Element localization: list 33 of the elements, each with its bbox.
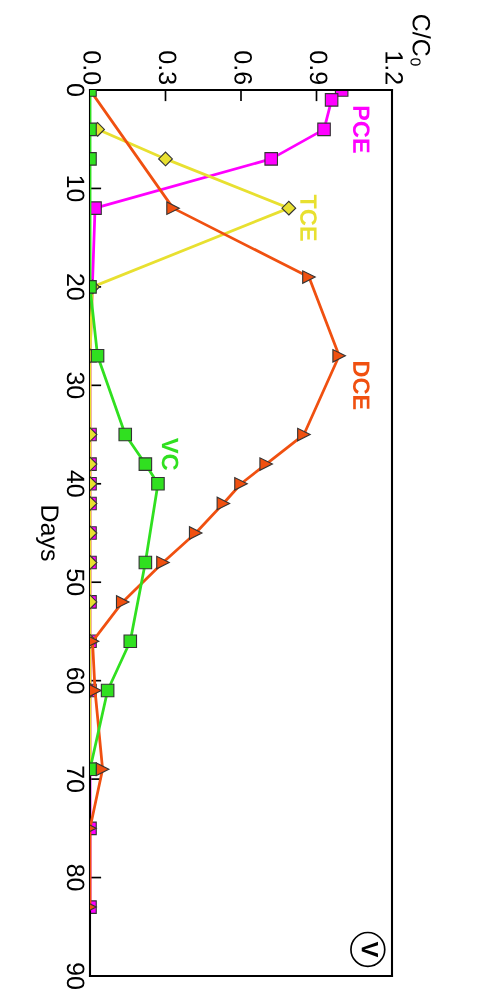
y-tick-label: 40 [66, 470, 85, 497]
text: TCE [300, 194, 317, 241]
y-tick-label: 0 [66, 84, 85, 96]
y-tick-label: 60 [66, 668, 85, 694]
point [317, 122, 331, 137]
point [259, 457, 273, 471]
y-tick-label: 20 [66, 274, 85, 300]
text: DCE [352, 361, 370, 410]
y-tick-label: 30 [66, 372, 85, 399]
x2-axis-title: C/C₀ [410, 14, 431, 66]
text: V [361, 941, 378, 958]
point [188, 526, 203, 540]
point [264, 152, 279, 166]
y-tick-label: 70 [66, 766, 85, 793]
point [332, 348, 346, 363]
y-tick-label: 90 [66, 963, 85, 989]
x2-tick-label: 0.9 [309, 51, 328, 84]
x2-tick-label: 1.2 [385, 52, 403, 84]
x2-tick-label: 0.0 [83, 51, 101, 85]
text: VC [161, 438, 179, 470]
point [302, 270, 316, 284]
x2-tick-label: 0.3 [158, 51, 177, 85]
point [234, 476, 248, 491]
y-tick-label: 80 [66, 864, 85, 891]
y-tick-label: 10 [66, 176, 85, 202]
point [297, 427, 311, 442]
y-axis-title: Days [36, 506, 59, 561]
point [281, 200, 297, 216]
point [216, 496, 231, 511]
point [324, 93, 339, 107]
y-tick-label: 50 [66, 569, 85, 596]
text: PCE [352, 106, 370, 153]
x2-tick-label: 0.6 [234, 51, 252, 85]
